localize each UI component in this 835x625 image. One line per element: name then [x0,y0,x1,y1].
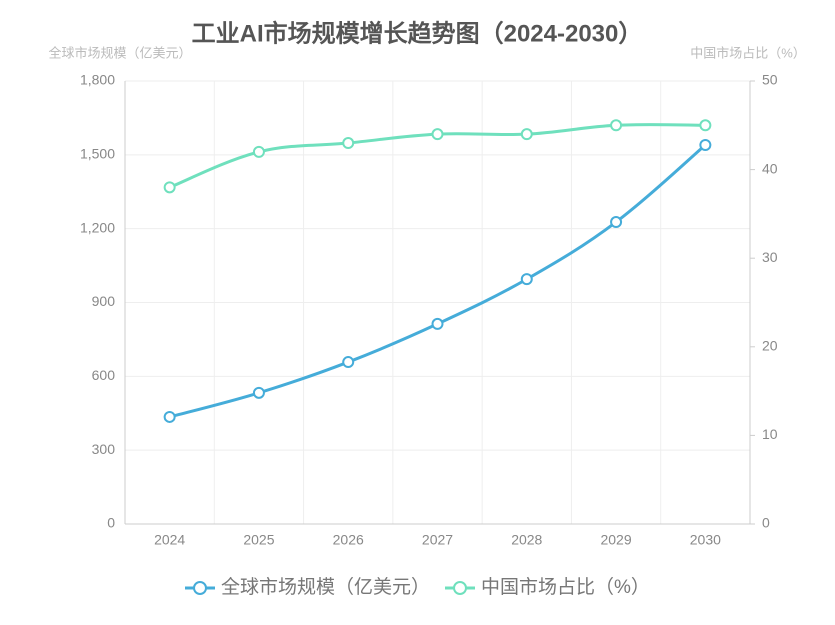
point [699,138,712,151]
x-tick-label: 2029 [600,532,631,548]
y-tick-label: 600 [92,367,116,383]
x-tick-label: 2030 [690,532,721,548]
point [252,145,265,158]
point [520,128,533,141]
x-tick-label: 2026 [333,532,364,548]
legend-label[interactable]: 中国市场占比（%） [481,576,650,598]
legend-label[interactable]: 全球市场规模（亿美元） [221,576,430,598]
point [431,128,444,141]
y-tick-label: 0 [107,515,115,531]
point [431,317,444,330]
y2-tick-label: 40 [762,160,778,176]
point [342,356,355,369]
y-tick-label: 1,800 [80,72,115,88]
y2-tick-label: 50 [762,72,778,88]
chart-title: 工业AI市场规模增长趋势图（2024-2030） [192,19,643,47]
x-tick-label: 2024 [154,532,185,548]
point [342,137,355,150]
point [610,216,623,229]
legend-marker[interactable] [453,581,467,595]
y-tick-label: 900 [92,293,116,309]
point [520,273,533,286]
point [699,119,712,132]
point [163,410,176,423]
point [610,119,623,132]
y2-tick-label: 20 [762,338,778,354]
y-tick-label: 1,200 [80,219,115,235]
x-tick-label: 2027 [422,532,453,548]
point [252,386,265,399]
x-tick-label: 2028 [511,532,542,548]
y2-tick-label: 10 [762,426,778,442]
y2-axis-title: 中国市场占比（%） [690,45,806,60]
y2-tick-label: 0 [762,515,770,531]
y-axis-title: 全球市场规模（亿美元） [48,45,191,60]
y2-tick-label: 30 [762,249,778,265]
point [163,181,176,194]
y-tick-label: 1,500 [80,146,115,162]
x-tick-label: 2025 [243,532,274,548]
y-tick-label: 300 [92,441,116,457]
legend-marker[interactable] [193,581,207,595]
